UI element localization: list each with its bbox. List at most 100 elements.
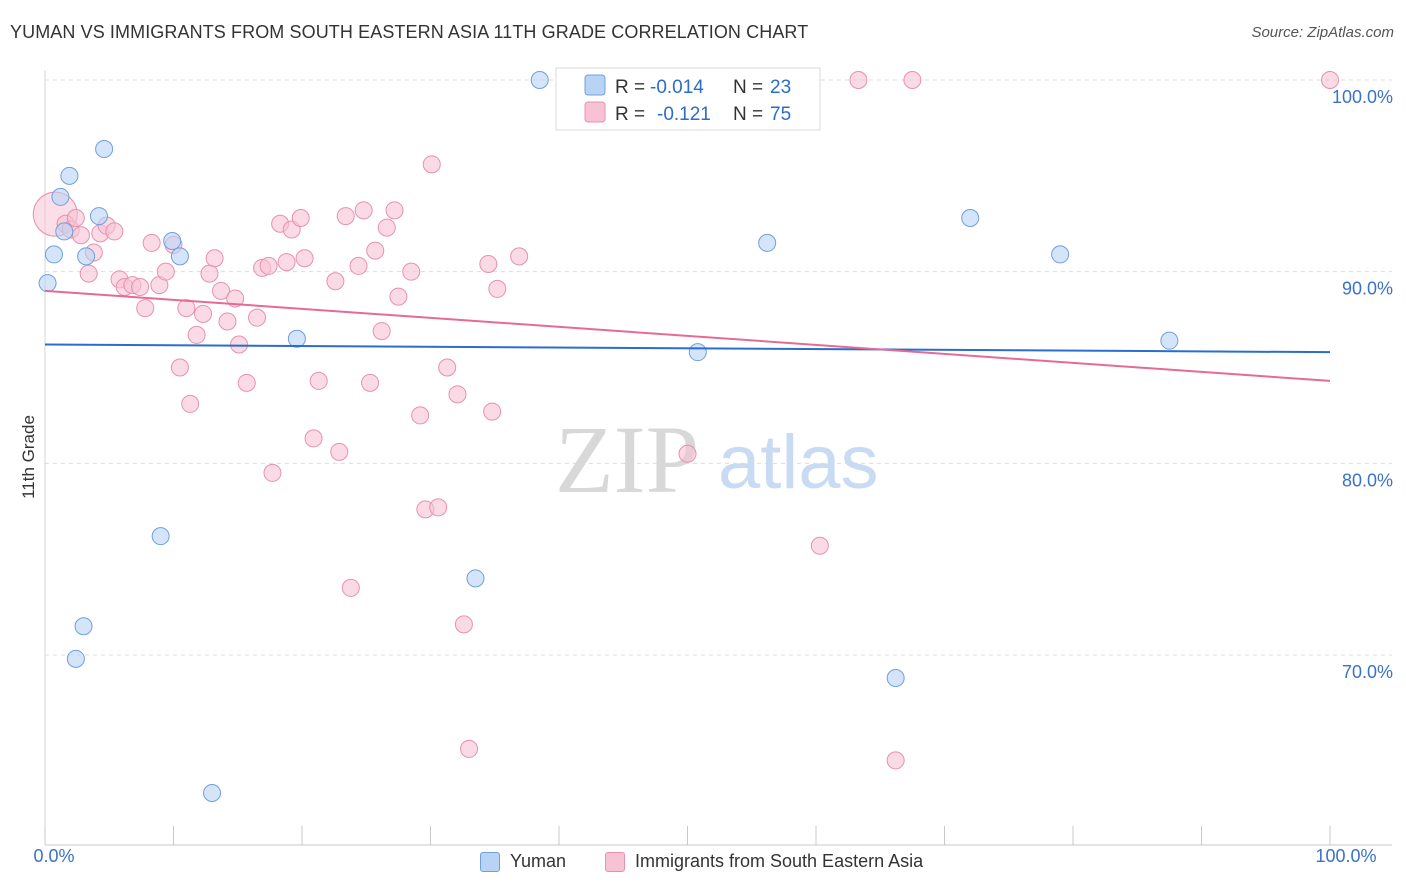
immigrants-point	[429, 498, 448, 517]
immigrants-point	[510, 247, 529, 266]
stats-r-value-immig: -0.121	[657, 104, 711, 125]
immigrants-point	[349, 256, 368, 275]
immigrants-point	[304, 429, 323, 448]
yuman-point	[95, 140, 114, 158]
immigrants-point	[263, 463, 282, 482]
immigrants-point	[237, 373, 256, 392]
immigrants-point	[389, 287, 408, 306]
immigrants-point	[385, 201, 404, 220]
immigrants-point	[326, 272, 345, 291]
y-tick-label: 70.0%	[1342, 662, 1393, 682]
immigrants-point	[131, 278, 150, 296]
legend-swatch-immigrants	[605, 851, 625, 872]
immigrants-point	[354, 201, 373, 220]
immigrants-point	[187, 325, 206, 344]
stats-r-label-yuman: R =	[615, 77, 645, 98]
yuman-point	[163, 232, 182, 250]
trendlines	[44, 289, 1331, 382]
immigrants-point	[205, 249, 224, 268]
legend-item-immigrants: Immigrants from South Eastern Asia	[605, 851, 923, 872]
stats-n-label-immig: N =	[733, 104, 763, 125]
yuman-point	[44, 245, 63, 264]
yuman-point	[287, 329, 306, 348]
immigrants-point	[849, 71, 868, 89]
immigrants-point	[194, 304, 213, 323]
immigrants-point	[1321, 71, 1339, 89]
series-yuman-points	[38, 71, 1179, 802]
immigrants-point	[488, 279, 507, 298]
immigrants-point	[277, 253, 296, 272]
watermark: ZIP atlas	[555, 406, 879, 513]
immigrants-point	[372, 322, 391, 341]
immigrants-point	[218, 312, 237, 331]
immigrants-point	[678, 444, 697, 463]
immigrants-point	[454, 615, 473, 634]
watermark-atlas: atlas	[718, 420, 879, 505]
stats-swatch-immig	[584, 101, 606, 123]
immigrants-point	[136, 299, 155, 318]
immigrants-point	[291, 209, 310, 227]
yuman-point	[151, 527, 170, 546]
x-tick-label-max: 100.0%	[1315, 846, 1376, 866]
immigrants-point	[810, 536, 829, 555]
stats-r-label-immig: R =	[615, 104, 645, 125]
immigrants-point	[366, 241, 385, 260]
stats-n-value-yuman: 23	[770, 77, 791, 98]
yuman-point	[77, 247, 96, 266]
immigrants-point	[181, 394, 200, 413]
legend-swatch-yuman	[480, 851, 500, 872]
watermark-zip: ZIP	[555, 406, 699, 513]
immigrants-point	[230, 335, 249, 354]
immigrants-point	[79, 264, 98, 283]
yuman-point	[66, 649, 85, 668]
yuman-point	[203, 784, 222, 802]
immigrants-point	[438, 358, 457, 377]
immigrants-point	[460, 739, 479, 758]
yuman-point	[51, 187, 70, 206]
immigrants-point	[295, 249, 314, 268]
immigrants-point	[309, 371, 328, 390]
x-ticks	[44, 826, 1331, 845]
immigrants-point	[361, 373, 380, 392]
y-tick-label: 100.0%	[1332, 87, 1393, 107]
yuman-point	[89, 207, 108, 226]
y-axis-label: 11th Grade	[19, 415, 38, 499]
gridlines	[45, 79, 1392, 656]
stats-swatch-yuman	[584, 74, 606, 96]
immigrants-point	[170, 358, 189, 377]
immigrants-point	[200, 264, 219, 283]
immigrants-point	[156, 262, 175, 281]
yuman-point	[38, 274, 57, 293]
stats-r-value-yuman: -0.014	[650, 77, 704, 98]
legend-label-immigrants: Immigrants from South Eastern Asia	[635, 851, 924, 871]
immigrants-point	[212, 281, 231, 300]
immigrants-point	[448, 385, 467, 404]
immigrants-point	[903, 71, 922, 89]
immigrants-point	[105, 222, 124, 241]
immigrants-point	[341, 578, 360, 597]
stats-n-value-immig: 75	[770, 104, 791, 125]
immigrants-point	[422, 155, 441, 174]
yuman-point	[758, 233, 777, 252]
immigrants-point	[886, 751, 905, 770]
immigrants-point	[330, 442, 349, 461]
y-tick-label: 90.0%	[1342, 279, 1393, 299]
yuman-point	[1051, 245, 1070, 264]
immigrants-point	[66, 209, 85, 227]
immigrants-point	[259, 256, 278, 275]
yuman-point	[55, 222, 74, 241]
immigrants-point	[377, 218, 396, 237]
immigrants-point	[248, 308, 267, 327]
immigrants-point	[479, 255, 498, 273]
immigrants-point	[483, 402, 502, 421]
immigrants-point	[177, 299, 196, 318]
stats-legend: R = -0.014 N = 23 R = -0.121 N = 75	[555, 67, 821, 131]
yuman-point	[886, 669, 905, 687]
source-label: Source: ZipAtlas.com	[1251, 24, 1394, 41]
yuman-point	[1160, 331, 1179, 350]
yuman-point	[60, 166, 79, 185]
bottom-legend: Yuman Immigrants from South Eastern Asia	[0, 851, 1406, 879]
immigrants-point	[402, 262, 421, 281]
immigrants-point	[142, 233, 161, 252]
